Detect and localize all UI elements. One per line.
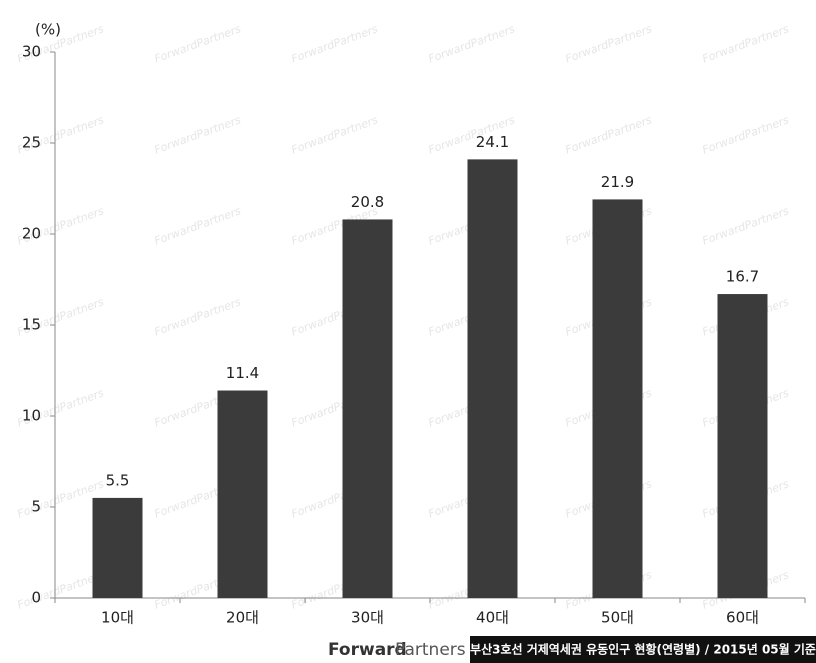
watermark: ForwardPartners: [701, 204, 791, 247]
watermark: ForwardPartners: [290, 22, 380, 65]
watermark: ForwardPartners: [153, 204, 243, 247]
y-tick-label: 15: [22, 316, 41, 334]
watermark: ForwardPartners: [564, 113, 654, 156]
data-label: 21.9: [601, 173, 634, 191]
bar: [717, 294, 768, 598]
bar: [467, 159, 518, 598]
data-label: 16.7: [726, 268, 759, 286]
x-tick-label: 60대: [726, 609, 759, 627]
x-tick-label: 10대: [101, 609, 134, 627]
watermark: ForwardPartners: [701, 113, 791, 156]
y-tick-label: 10: [22, 407, 41, 425]
bar: [217, 390, 268, 598]
y-axis-label: (%): [35, 21, 61, 39]
watermark: ForwardPartners: [16, 477, 106, 520]
y-tick-label: 25: [22, 134, 41, 152]
y-tick-label: 5: [31, 498, 41, 516]
watermark: ForwardPartners: [16, 568, 106, 611]
y-tick-label: 30: [22, 43, 41, 61]
y-tick-label: 20: [22, 225, 41, 243]
caption: 부산3호선 거제역세권 유동인구 현황(연령별) / 2015년 05월 기준: [470, 642, 816, 657]
watermark: ForwardPartners: [564, 22, 654, 65]
watermark: ForwardPartners: [153, 22, 243, 65]
x-tick-label: 30대: [351, 609, 384, 627]
bar: [92, 497, 143, 598]
watermark: ForwardPartners: [427, 22, 517, 65]
watermark: ForwardPartners: [290, 113, 380, 156]
caption-box: [470, 636, 816, 663]
x-tick-label: 40대: [476, 609, 509, 627]
brand-light: Partners: [395, 640, 466, 660]
x-tick-label: 50대: [601, 609, 634, 627]
data-label: 5.5: [106, 471, 130, 489]
bar: [592, 199, 643, 599]
brand-bold: Forward: [328, 640, 407, 660]
watermark: ForwardPartners: [153, 113, 243, 156]
data-label: 20.8: [351, 193, 384, 211]
watermark: ForwardPartners: [153, 295, 243, 338]
x-tick-label: 20대: [226, 609, 259, 627]
data-label: 24.1: [476, 133, 509, 151]
watermark: ForwardPartners: [701, 22, 791, 65]
data-label: 11.4: [226, 364, 259, 382]
y-tick-label: 0: [31, 589, 41, 607]
bar: [342, 219, 393, 598]
